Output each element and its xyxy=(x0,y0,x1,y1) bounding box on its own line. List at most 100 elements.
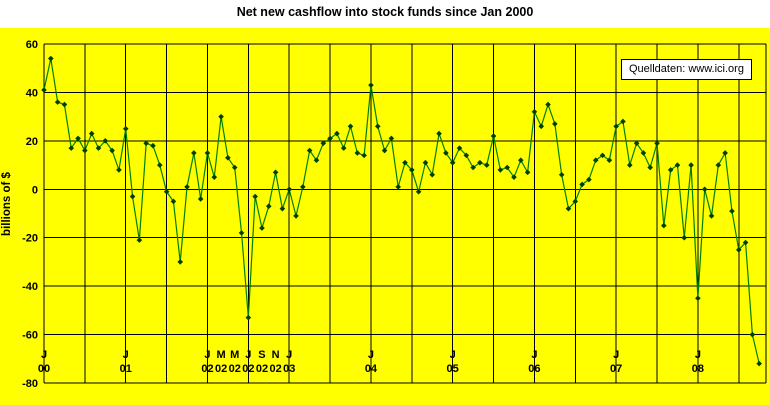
x-tick-year-label: 02 xyxy=(269,363,281,375)
data-point-marker xyxy=(449,159,456,166)
data-point-marker xyxy=(238,230,245,236)
data-point-marker xyxy=(102,138,109,144)
data-point-marker xyxy=(701,186,708,193)
data-point-marker xyxy=(334,130,340,137)
data-point-marker xyxy=(524,169,531,176)
data-point-marker xyxy=(109,147,115,154)
data-point-marker xyxy=(558,171,565,178)
data-point-marker xyxy=(313,157,320,164)
data-point-marker xyxy=(361,152,367,159)
y-tick-label: -20 xyxy=(22,233,38,245)
y-tick-label: 60 xyxy=(26,39,38,51)
y-tick-label: 0 xyxy=(32,184,38,196)
chart-title: Net new cashflow into stock funds since … xyxy=(236,5,534,19)
data-point-marker xyxy=(497,167,504,173)
x-tick-month-label: M xyxy=(217,349,226,361)
x-tick-year-label: 02 xyxy=(256,363,268,375)
y-tick-label: -80 xyxy=(22,378,38,390)
data-point-marker xyxy=(95,145,102,151)
x-tick-month-label: J xyxy=(204,349,210,361)
data-point-marker xyxy=(368,82,374,88)
source-legend-label: Quelldaten: www.ici.org xyxy=(629,63,744,75)
x-tick-year-label: 00 xyxy=(38,363,50,375)
data-point-marker xyxy=(136,237,143,243)
data-point-marker xyxy=(204,150,211,156)
data-point-marker xyxy=(184,184,190,190)
data-point-marker xyxy=(633,140,640,147)
data-point-marker xyxy=(286,186,293,193)
data-point-marker xyxy=(422,159,429,166)
data-point-marker xyxy=(340,145,347,151)
cashflow-series-line xyxy=(43,58,760,364)
plot-background xyxy=(0,28,770,405)
data-point-marker xyxy=(177,259,184,265)
data-point-marker xyxy=(116,167,122,173)
data-point-marker xyxy=(82,147,88,154)
x-tick-year-label: 03 xyxy=(283,363,295,375)
data-point-marker xyxy=(354,150,361,156)
data-point-marker xyxy=(463,152,470,159)
data-point-marker xyxy=(592,157,599,164)
x-tick-year-label: 01 xyxy=(120,363,132,375)
x-tick-month-label: J xyxy=(245,349,251,361)
x-tick-year-label: 05 xyxy=(447,363,459,375)
y-tick-label: 20 xyxy=(26,136,38,148)
data-point-marker xyxy=(211,174,218,180)
data-point-marker xyxy=(511,174,517,180)
data-point-marker xyxy=(122,125,129,132)
data-point-marker xyxy=(68,145,75,151)
x-tick-month-label: J xyxy=(286,349,292,361)
data-point-marker xyxy=(231,164,238,171)
data-point-marker xyxy=(395,184,401,190)
data-point-marker xyxy=(456,145,463,151)
data-point-marker xyxy=(586,176,592,183)
data-point-marker xyxy=(517,157,524,164)
data-point-marker xyxy=(156,162,163,168)
data-point-marker xyxy=(272,169,279,176)
data-point-marker xyxy=(327,135,333,142)
data-point-marker xyxy=(613,123,619,130)
data-point-marker xyxy=(252,193,258,200)
data-point-marker xyxy=(218,113,224,120)
y-tick-label: 40 xyxy=(26,87,38,99)
data-point-marker xyxy=(565,205,572,212)
x-tick-year-label: 08 xyxy=(692,363,704,375)
data-point-marker xyxy=(749,331,756,338)
y-tick-label: -40 xyxy=(22,281,38,293)
data-point-marker xyxy=(722,150,728,156)
data-point-marker xyxy=(54,99,61,105)
data-point-marker xyxy=(409,167,415,173)
data-point-marker xyxy=(661,222,667,229)
data-point-marker xyxy=(48,55,54,62)
data-point-marker xyxy=(265,203,272,210)
data-point-marker xyxy=(674,162,681,168)
data-point-marker xyxy=(443,150,449,156)
data-point-marker xyxy=(483,162,490,168)
data-point-marker xyxy=(620,118,626,125)
data-point-marker xyxy=(279,205,286,212)
data-point-marker xyxy=(470,164,476,171)
data-point-marker xyxy=(75,135,81,142)
x-tick-year-label: 02 xyxy=(201,363,213,375)
data-point-marker xyxy=(667,167,674,173)
x-tick-year-label: 02 xyxy=(215,363,227,375)
data-point-marker xyxy=(300,184,306,190)
data-point-marker xyxy=(170,198,177,205)
data-point-marker xyxy=(742,239,749,246)
data-point-marker xyxy=(259,225,265,231)
data-point-marker xyxy=(197,196,204,202)
data-point-marker xyxy=(306,147,313,154)
x-tick-month-label: J xyxy=(41,349,47,361)
data-point-marker xyxy=(606,157,613,164)
data-point-marker xyxy=(688,162,694,168)
data-point-marker xyxy=(640,150,647,156)
x-tick-month-label: J xyxy=(695,349,701,361)
y-axis-title: billions of $ xyxy=(1,172,13,236)
data-point-marker xyxy=(654,140,660,147)
data-point-marker xyxy=(245,314,252,321)
data-point-marker xyxy=(402,159,408,166)
data-point-marker xyxy=(695,295,701,302)
data-point-marker xyxy=(41,87,47,93)
data-point-marker xyxy=(61,101,68,108)
